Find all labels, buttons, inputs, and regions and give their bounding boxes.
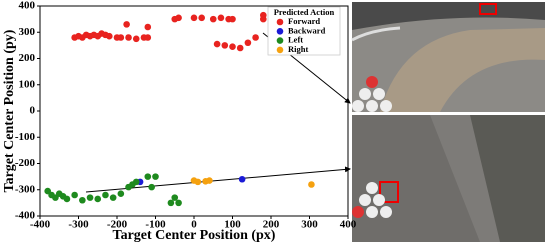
x-tick-label: -200 xyxy=(107,219,128,231)
point xyxy=(175,199,182,207)
x-tick-label: 300 xyxy=(301,219,318,231)
point xyxy=(94,195,102,203)
y-tick-label: -100 xyxy=(15,131,36,143)
point xyxy=(117,34,125,41)
point xyxy=(171,194,179,201)
y-tick-label: -400 xyxy=(15,210,36,222)
x-tick-label: -300 xyxy=(68,219,89,231)
point xyxy=(221,42,229,49)
x-tick-label: 0 xyxy=(191,219,197,231)
legend-marker xyxy=(276,28,284,35)
point xyxy=(244,39,252,47)
point xyxy=(86,194,94,201)
legend-marker xyxy=(276,37,284,44)
legend-title: Predicted Action xyxy=(274,7,335,17)
y-axis-label: Target Center Position (py) xyxy=(2,29,17,192)
point xyxy=(198,14,205,22)
point xyxy=(106,32,113,40)
point xyxy=(152,173,159,180)
point xyxy=(63,195,71,203)
point xyxy=(144,34,152,41)
top-photo xyxy=(351,2,545,112)
point xyxy=(236,44,244,52)
y-tick-label: -200 xyxy=(15,157,36,169)
point xyxy=(79,196,86,204)
point xyxy=(206,177,213,184)
legend-marker xyxy=(276,46,284,54)
point xyxy=(238,175,246,183)
legend-label: Forward xyxy=(288,16,320,26)
bottom-photo xyxy=(352,115,545,242)
point xyxy=(132,35,140,43)
x-axis-label: Target Center Position (px) xyxy=(113,228,276,243)
point xyxy=(175,14,182,22)
point xyxy=(308,181,315,188)
point xyxy=(132,178,140,186)
y-tick-label: 200 xyxy=(19,52,36,64)
legend-label: Left xyxy=(288,35,303,45)
point xyxy=(252,34,259,41)
point xyxy=(213,40,221,48)
y-tick-label: -300 xyxy=(15,183,36,195)
legend-label: Right xyxy=(288,44,308,54)
legend: Predicted Action ForwardBackwardLeftRigh… xyxy=(267,6,341,56)
x-tick-label: 400 xyxy=(340,219,357,231)
point xyxy=(167,199,175,207)
point xyxy=(125,34,132,41)
point xyxy=(260,11,267,19)
point xyxy=(148,183,155,191)
point xyxy=(190,14,198,22)
x-tick-label: 200 xyxy=(263,219,280,231)
y-tick-label: 100 xyxy=(19,78,36,90)
point xyxy=(102,191,109,199)
point xyxy=(117,190,125,197)
point xyxy=(229,15,236,23)
point xyxy=(144,23,152,31)
y-tick-label: 400 xyxy=(19,0,36,12)
point xyxy=(123,21,130,28)
point xyxy=(194,178,202,186)
x-tick-label: -100 xyxy=(145,219,166,231)
legend-label: Backward xyxy=(288,25,326,35)
point xyxy=(209,15,217,23)
point xyxy=(144,173,152,180)
point xyxy=(217,14,225,22)
x-tick-label: -400 xyxy=(30,219,51,231)
point xyxy=(71,191,78,199)
y-tick-label: 300 xyxy=(19,26,36,38)
legend-marker xyxy=(276,18,284,26)
x-tick-label: 100 xyxy=(224,219,241,231)
y-tick-label: 0 xyxy=(30,105,36,117)
point xyxy=(109,194,117,201)
point xyxy=(229,43,236,50)
